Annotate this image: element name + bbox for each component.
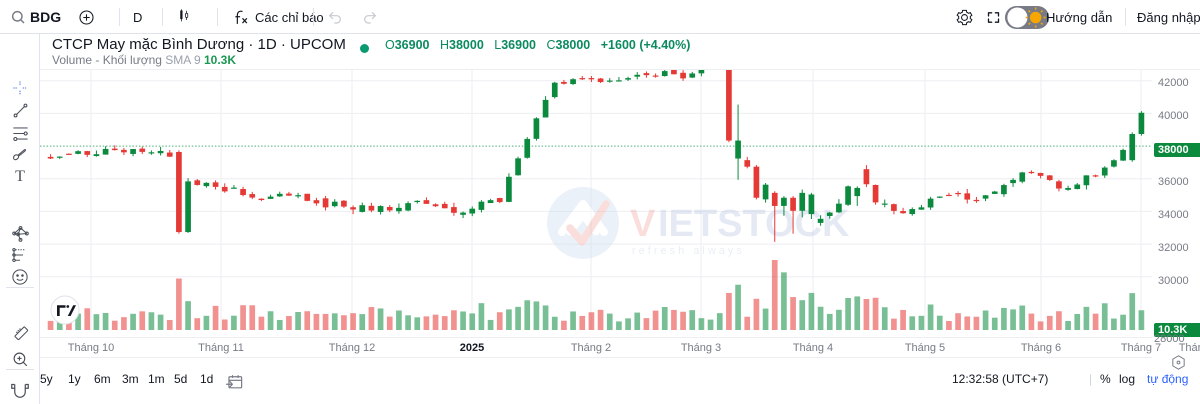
svg-text:V: V (630, 203, 656, 245)
svg-text:refresh always: refresh always (632, 245, 745, 257)
svg-text:IETSTOCK: IETSTOCK (658, 203, 850, 245)
